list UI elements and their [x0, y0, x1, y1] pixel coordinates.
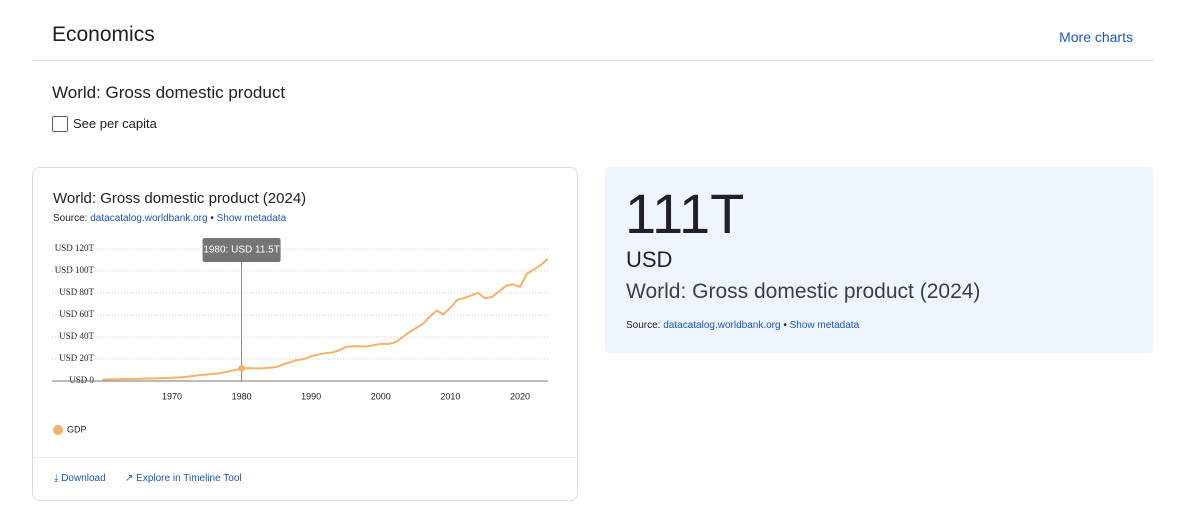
source-label: Source:	[53, 213, 88, 224]
legend-swatch	[53, 425, 63, 435]
separator: •	[783, 320, 787, 331]
y-tick-label: USD 100T	[55, 265, 95, 275]
y-tick-label: USD 60T	[59, 309, 94, 319]
tooltip-box	[202, 238, 281, 262]
metadata-link[interactable]: Show metadata	[789, 320, 860, 331]
tooltip-point	[238, 364, 246, 372]
tooltip-text: 1980: USD 11.5T	[203, 245, 280, 256]
x-tick-label: 2020	[510, 391, 530, 401]
x-tick-label: 1990	[301, 391, 321, 401]
chart-title: World: Gross domestic product (2024)	[53, 190, 307, 207]
footer-divider	[33, 457, 577, 458]
source-link[interactable]: datacatalog.worldbank.org	[90, 213, 208, 224]
legend-label: GDP	[67, 424, 87, 434]
chart-source: Source: datacatalog.worldbank.org • Show…	[53, 213, 286, 224]
source-label: Source:	[626, 320, 661, 331]
y-tick-label: USD 80T	[59, 287, 94, 297]
divider	[32, 60, 1153, 61]
checkbox-label[interactable]: See per capita	[73, 116, 157, 131]
x-tick-label: 1970	[162, 391, 182, 401]
x-tick-label: 2010	[440, 391, 460, 401]
explore-text[interactable]: Explore in Timeline Tool	[136, 473, 242, 484]
gdp-line	[102, 258, 549, 381]
stat-card: 111T USD World: Gross domestic product (…	[605, 167, 1153, 353]
more-charts-link[interactable]: More charts	[1059, 29, 1133, 45]
checkbox[interactable]	[52, 116, 68, 132]
stat-title: World: Gross domestic product (2024)	[626, 280, 981, 303]
x-tick-label: 2000	[371, 391, 391, 401]
stat-source: Source: datacatalog.worldbank.org • Show…	[626, 320, 859, 331]
y-tick-label: USD 20T	[59, 353, 94, 363]
page-title: Economics	[52, 23, 155, 46]
metadata-link[interactable]: Show metadata	[216, 213, 287, 224]
section-title: World: Gross domestic product	[52, 83, 286, 102]
chart-card: World: Gross domestic product (2024) Sou…	[32, 167, 578, 501]
source-link[interactable]: datacatalog.worldbank.org	[663, 320, 781, 331]
separator: •	[210, 213, 214, 224]
explore-link[interactable]: ↗ Explore in Timeline Tool	[125, 473, 242, 484]
y-tick-label: USD 0	[69, 375, 94, 385]
stat-unit: USD	[626, 247, 673, 272]
stat-value: 111T	[625, 182, 745, 245]
y-tick-label: USD 120T	[55, 243, 95, 253]
download-text[interactable]: Download	[61, 473, 106, 484]
y-tick-label: USD 40T	[59, 331, 94, 341]
x-tick-label: 1980	[232, 391, 252, 401]
download-link[interactable]: ⤓ Download	[54, 473, 106, 484]
